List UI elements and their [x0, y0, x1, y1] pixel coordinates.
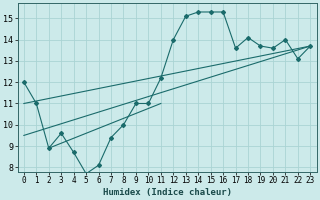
X-axis label: Humidex (Indice chaleur): Humidex (Indice chaleur) [103, 188, 232, 197]
